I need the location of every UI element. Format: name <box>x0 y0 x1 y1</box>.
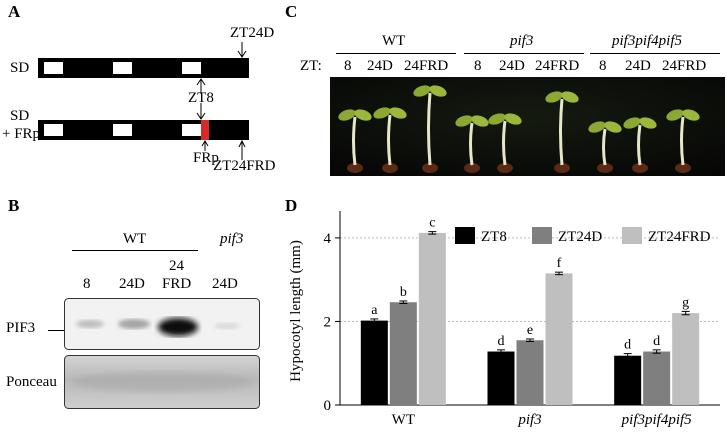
seedling-7 <box>588 121 622 173</box>
legend-swatch <box>532 227 552 244</box>
zt24d-label: ZT24D <box>230 25 275 41</box>
cond-pif345-24frd: 24FRD <box>662 58 707 74</box>
seedling-4 <box>455 115 489 173</box>
blot-lane3-top: 24 <box>169 258 184 274</box>
x-category-label: pif3 <box>517 412 541 428</box>
sd-frp-timeline-bar <box>38 120 249 140</box>
legend-swatch <box>622 227 642 244</box>
sd-light-period-3 <box>182 62 201 74</box>
seedling-group-wt: WT <box>382 33 406 49</box>
blot-row-ponceau-label: Ponceau <box>6 374 57 390</box>
seedling-5 <box>488 113 522 173</box>
zt8-label: ZT8 <box>188 90 214 106</box>
y-tick-label: 0 <box>324 398 332 414</box>
frp-light-period-3 <box>182 124 201 136</box>
seedling-1 <box>338 109 372 173</box>
legend-label: ZT24FRD <box>648 229 711 245</box>
panel-c-label: C <box>285 2 298 21</box>
bar-pif3pif4pif5-ZT24FRD <box>672 313 700 405</box>
sd-frp-row-label-2: + FRp <box>2 126 41 142</box>
zt-row-label: ZT: <box>300 58 322 74</box>
sd-frp-row-label-1: SD <box>10 108 30 124</box>
western-blot-image <box>64 298 260 409</box>
far-red-pulse <box>201 120 209 140</box>
seedling-2 <box>373 107 407 173</box>
bar-WT-ZT8 <box>360 320 388 405</box>
cond-wt-8: 8 <box>344 58 352 74</box>
significance-letter: b <box>400 285 407 300</box>
zt24frd-label: ZT24FRD <box>213 158 276 174</box>
blot-lane-4: 24D <box>212 276 238 292</box>
cond-wt-24frd: 24FRD <box>404 58 449 74</box>
cond-pif3-24frd: 24FRD <box>535 58 580 74</box>
x-category-label: pif3pif4pif5 <box>621 412 693 428</box>
seedling-photo <box>330 77 725 176</box>
cond-pif3-24d: 24D <box>499 58 525 74</box>
significance-letter: a <box>371 303 378 318</box>
seedling-group-pif3: pif3 <box>510 33 534 49</box>
sd-light-period-1 <box>44 62 63 74</box>
cond-wt-24d: 24D <box>367 58 393 74</box>
y-axis-label: Hypocotyl length (mm) <box>288 240 304 382</box>
bar-WT-ZT24FRD <box>418 232 446 405</box>
bar-pif3-ZT8 <box>487 351 515 405</box>
sd-row-label: SD <box>10 60 30 76</box>
bar-pif3-ZT24D <box>516 340 544 405</box>
blot-pif3-tick <box>48 330 65 331</box>
cond-pif3-8: 8 <box>474 58 482 74</box>
seedling-wt-underline <box>336 53 456 54</box>
seedling-9 <box>666 109 700 173</box>
blot-wt-underline <box>72 250 198 251</box>
significance-letter: d <box>498 334 505 349</box>
cond-pif345-8: 8 <box>599 58 607 74</box>
panel-a-label: A <box>8 2 21 21</box>
legend-swatch <box>455 227 475 244</box>
panel-d-label: D <box>285 196 298 215</box>
blot-lane-3: FRD <box>162 276 192 292</box>
seedling-6 <box>545 91 579 173</box>
hypocotyl-bar-chart: 0 2 4 Hypocotyl length (mm) a b c WT d e f pif3 d d g p… <box>288 211 720 428</box>
bar-WT-ZT24D <box>389 302 417 405</box>
blot-lane-1: 8 <box>83 276 91 292</box>
legend-label: ZT24D <box>558 229 602 245</box>
y-tick-label: 4 <box>324 231 332 247</box>
significance-letter: c <box>429 216 435 231</box>
sd-light-period-2 <box>113 62 132 74</box>
frp-light-period-2 <box>113 124 132 136</box>
bar-pif3pif4pif5-ZT8 <box>614 355 642 405</box>
x-category-label: WT <box>392 412 415 428</box>
blot-lane-2: 24D <box>119 276 145 292</box>
bar-pif3pif4pif5-ZT24D <box>643 351 671 405</box>
cond-pif345-24d: 24D <box>625 58 651 74</box>
frp-label: FRp <box>193 150 219 166</box>
seedling-group-pif3pif4pif5: pif3pif4pif5 <box>612 33 683 49</box>
panel-a-diagram <box>38 42 249 160</box>
blot-group-wt: WT <box>123 231 147 247</box>
blot-row-pif3-label: PIF3 <box>6 320 36 336</box>
seedling-3 <box>413 85 447 173</box>
blot-group-pif3: pif3 <box>220 231 244 247</box>
significance-letter: g <box>682 295 689 310</box>
significance-letter: e <box>527 323 533 338</box>
legend-label: ZT8 <box>481 229 507 245</box>
significance-letter: d <box>653 334 660 349</box>
seedling-pif345-underline <box>590 53 720 54</box>
frp-light-period-1 <box>44 124 63 136</box>
y-tick-label: 2 <box>324 314 332 330</box>
seedling-pif3-underline <box>464 53 584 54</box>
bar-pif3-ZT24FRD <box>545 273 573 405</box>
seedling-8 <box>623 117 657 173</box>
significance-letter: f <box>557 256 562 271</box>
panel-b-label: B <box>8 196 20 215</box>
pif3-band-24frd <box>158 318 198 336</box>
significance-letter: d <box>624 338 631 353</box>
sd-timeline-bar <box>38 58 249 78</box>
